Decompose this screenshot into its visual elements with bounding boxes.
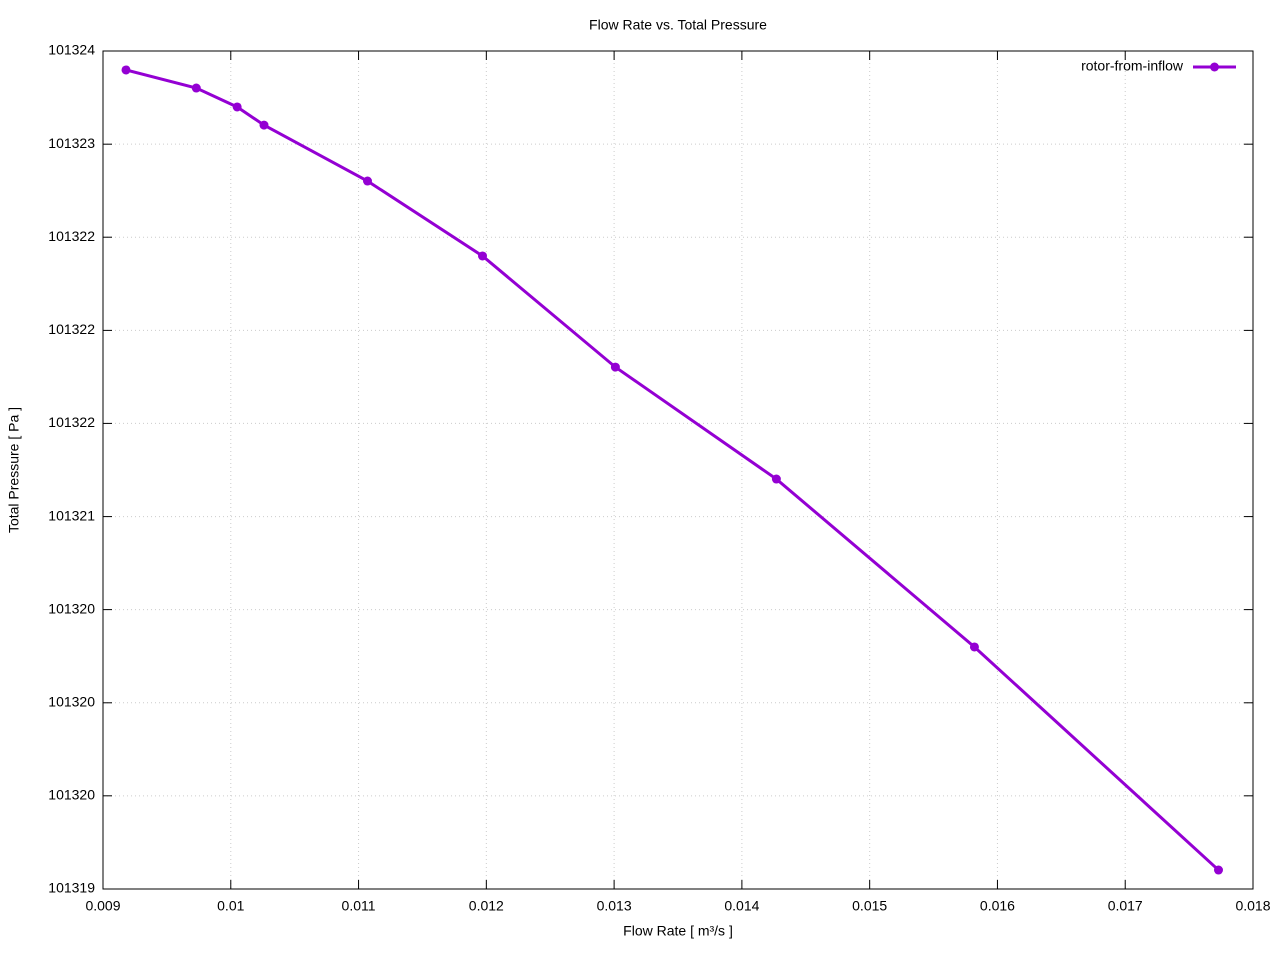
y-tick-label: 101322	[48, 228, 95, 244]
y-tick-label: 101320	[48, 693, 95, 709]
y-tick-label: 101321	[48, 507, 95, 523]
y-tick-label: 101320	[48, 787, 95, 803]
x-tick-label: 0.013	[597, 898, 632, 914]
data-point	[232, 102, 242, 112]
series-line	[125, 68, 1220, 872]
x-tick-label: 0.016	[980, 898, 1015, 914]
legend-marker	[1210, 62, 1219, 72]
x-tick-label: 0.01	[217, 898, 244, 914]
data-point	[969, 642, 979, 652]
x-tick-label: 0.017	[1108, 898, 1143, 914]
y-tick-label: 101322	[48, 414, 95, 430]
x-tick-label: 0.012	[469, 898, 504, 914]
y-tick-label: 101322	[48, 321, 95, 337]
y-tick-label: 101324	[48, 42, 95, 58]
data-point	[363, 176, 372, 186]
data-point	[259, 120, 269, 130]
data-point	[771, 474, 781, 484]
data-point	[191, 83, 201, 93]
y-tick-label: 101323	[48, 135, 95, 151]
y-tick-label: 101319	[48, 880, 95, 896]
x-tick-label: 0.009	[85, 898, 120, 914]
data-point	[1214, 865, 1223, 875]
chart-title: Flow Rate vs. Total Pressure	[589, 17, 767, 33]
y-tick-label: 101320	[48, 600, 95, 616]
x-tick-label: 0.014	[724, 898, 759, 914]
data-point	[478, 251, 487, 261]
x-tick-label: 0.015	[852, 898, 887, 914]
data-point	[121, 65, 131, 75]
y-axis-label: Total Pressure [ Pa ]	[6, 407, 22, 533]
x-tick-label: 0.018	[1235, 898, 1270, 914]
legend-label: rotor-from-inflow	[1081, 58, 1184, 74]
plot-border	[102, 50, 1254, 890]
x-axis-label: Flow Rate [ m³/s ]	[623, 923, 733, 939]
x-tick-label: 0.011	[342, 898, 376, 914]
data-point	[610, 362, 620, 372]
